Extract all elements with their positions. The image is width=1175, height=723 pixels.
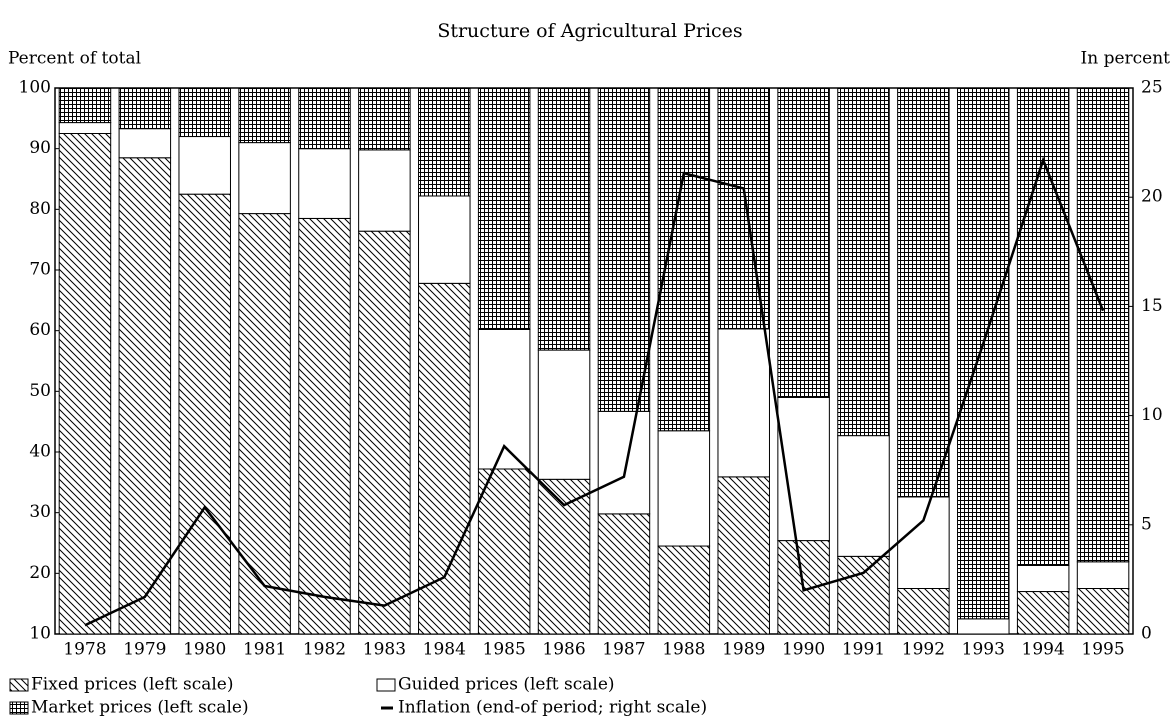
bar-segment	[537, 349, 591, 480]
bar-segment	[1076, 561, 1130, 589]
x-tick-label: 1991	[842, 640, 885, 660]
y-tick-label: 50	[29, 381, 51, 401]
x-tick-label: 1992	[902, 640, 945, 660]
plot-frame	[54, 87, 1134, 635]
bar-segment	[837, 88, 890, 437]
bar-segment	[418, 88, 471, 197]
bar-segment	[118, 128, 172, 159]
bar-segment	[58, 133, 112, 634]
x-tick-label: 1988	[662, 640, 705, 660]
bar-segment	[477, 468, 531, 634]
bar-segment	[957, 618, 1010, 634]
legend-swatch	[9, 701, 29, 715]
x-tick-label: 1981	[243, 640, 286, 660]
legend-label: Market prices (left scale)	[31, 698, 249, 718]
y-tick-label: 70	[29, 260, 51, 280]
bars	[58, 88, 1130, 634]
bar-segment	[597, 513, 651, 634]
x-tick-label: 1995	[1081, 640, 1124, 660]
bar-segment	[657, 430, 711, 547]
x-tick-label: 1986	[542, 640, 585, 660]
y2-tick-label: 10	[1141, 405, 1163, 425]
bar-segment	[537, 88, 591, 351]
bar-segment	[418, 195, 471, 284]
bar-segment	[657, 545, 711, 634]
x-tick-label: 1978	[63, 640, 106, 660]
x-tick-label: 1985	[483, 640, 526, 660]
y-tick-label: 60	[29, 320, 51, 340]
bar-segment	[298, 88, 351, 150]
y2-tick-label: 15	[1141, 296, 1163, 316]
y-tick-label: 10	[29, 624, 51, 644]
x-tick-label: 1983	[363, 640, 406, 660]
bar-segment	[238, 88, 291, 144]
bar-segment	[1016, 591, 1070, 634]
x-tick-label: 1993	[962, 640, 1005, 660]
chart-title: Structure of Agricultural Prices	[437, 20, 742, 42]
x-tick-label: 1980	[183, 640, 226, 660]
bar-segment	[777, 88, 830, 398]
bar-segment	[358, 230, 411, 634]
y2-tick-label: 5	[1141, 514, 1152, 534]
legend-label: Inflation (end-of period; right scale)	[398, 698, 707, 718]
y-tick-label: 40	[29, 442, 51, 462]
legend-swatch	[376, 678, 396, 692]
bar-segment	[298, 217, 351, 634]
y-tick-label: 80	[29, 199, 51, 219]
legend-swatch	[9, 678, 29, 692]
bar-segment	[358, 88, 411, 151]
y2-tick-label: 25	[1141, 78, 1163, 98]
line-series	[84, 156, 1105, 627]
y-tick-label: 100	[19, 78, 51, 98]
bar-segment	[238, 142, 291, 215]
bar-segment	[897, 496, 950, 590]
bar-segment	[58, 122, 112, 135]
bar-segment	[298, 148, 351, 219]
y2-tick-label: 0	[1141, 624, 1152, 644]
bar-segment	[1016, 88, 1070, 566]
x-tick-label: 1982	[303, 640, 346, 660]
y2-tick-label: 20	[1141, 187, 1163, 207]
bar-segment	[178, 193, 231, 634]
bar-segment	[58, 88, 112, 124]
bar-segment	[118, 88, 172, 130]
x-tick-label: 1984	[423, 640, 466, 660]
bar-segment	[837, 435, 890, 557]
y2-axis-title: In percent	[1081, 49, 1171, 69]
legend-label: Guided prices (left scale)	[398, 675, 615, 695]
bar-segment	[1076, 88, 1130, 563]
y-tick-label: 30	[29, 502, 51, 522]
bar-segment	[837, 555, 890, 634]
bar-segment	[597, 410, 651, 515]
bar-segment	[1076, 588, 1130, 634]
bar-segment	[1016, 564, 1070, 593]
y-tick-label: 20	[29, 563, 51, 583]
bar-segment	[118, 157, 172, 634]
bar-segment	[597, 88, 651, 412]
bar-segment	[957, 88, 1010, 620]
bar-segment	[358, 149, 411, 232]
bar-segment	[717, 88, 770, 330]
bar-segment	[418, 282, 471, 634]
x-tick-label: 1987	[602, 640, 645, 660]
bar-segment	[717, 476, 770, 634]
legend-label: Fixed prices (left scale)	[31, 675, 234, 695]
x-tick-label: 1989	[722, 640, 765, 660]
bar-segment	[238, 213, 291, 634]
y-tick-label: 90	[29, 138, 51, 158]
bar-segment	[717, 328, 770, 478]
bar-segment	[178, 88, 231, 138]
x-tick-label: 1990	[782, 640, 825, 660]
bar-segment	[178, 136, 231, 195]
y-axis-title: Percent of total	[8, 49, 141, 69]
bar-segment	[897, 588, 950, 634]
bar-segment	[477, 88, 531, 330]
x-tick-label: 1994	[1022, 640, 1065, 660]
bar-segment	[537, 478, 591, 634]
bar-segment	[897, 88, 950, 498]
x-tick-label: 1979	[123, 640, 166, 660]
